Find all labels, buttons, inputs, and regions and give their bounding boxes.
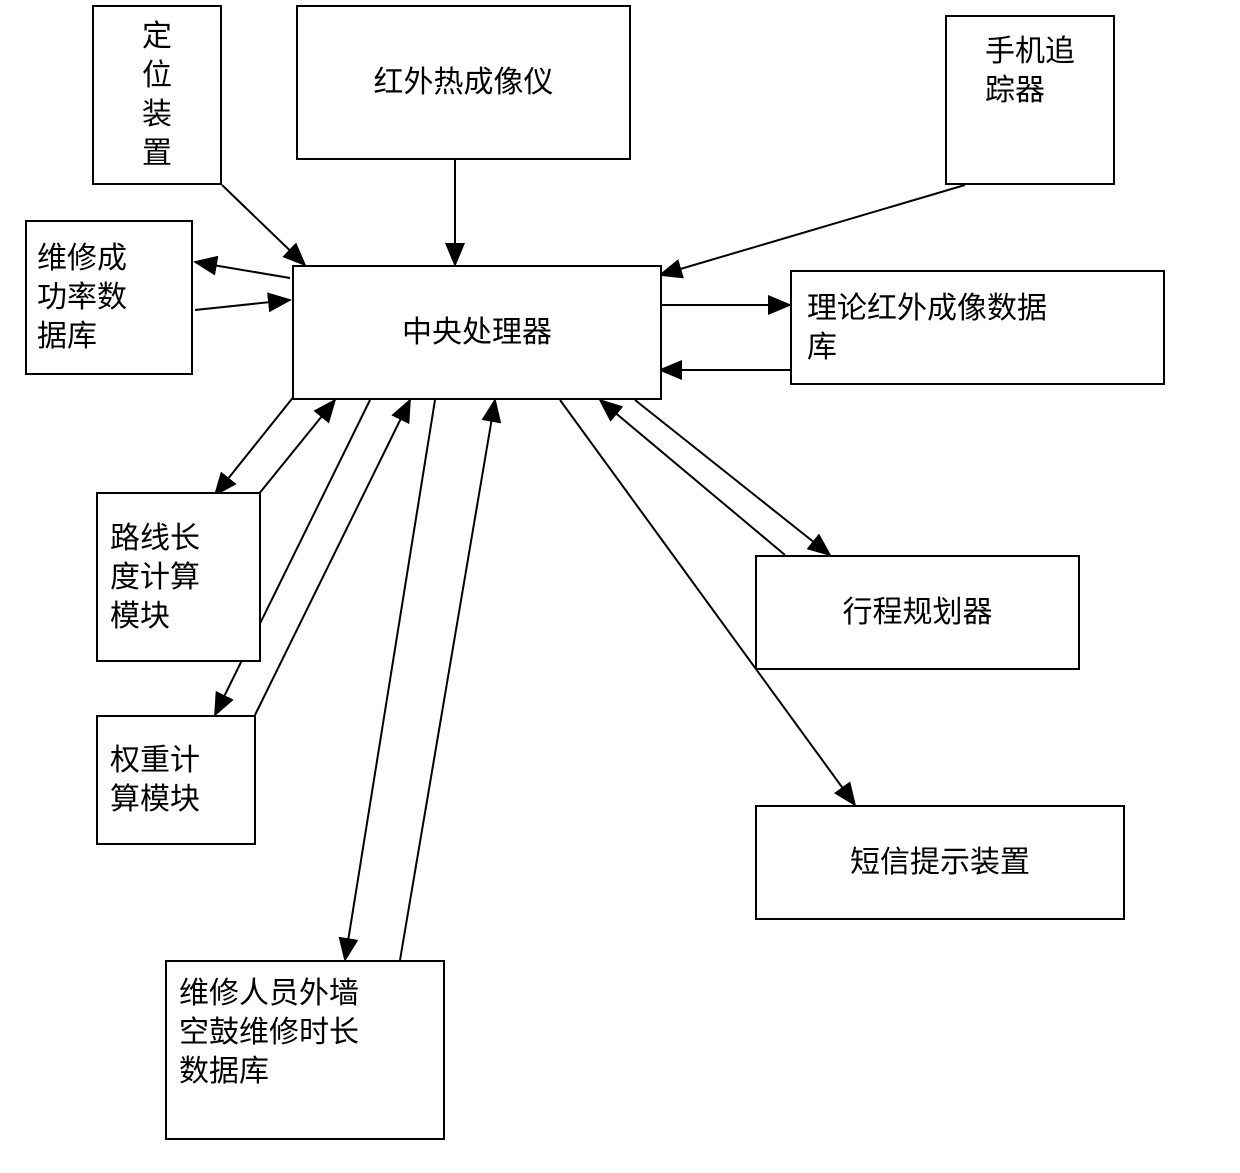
node-ir-camera: 红外热成像仪 (296, 5, 631, 160)
node-center: 中央处理器 (292, 265, 662, 400)
node-phone-tracker: 手机追 踪器 (945, 15, 1115, 185)
node-label: 短信提示装置 (850, 843, 1030, 882)
node-sms-device: 短信提示装置 (755, 805, 1125, 920)
node-label: 定 位 装 置 (142, 17, 172, 173)
node-weight-calc: 权重计 算模块 (96, 715, 256, 845)
node-repair-time-db: 维修人员外墙 空鼓维修时长 数据库 (165, 960, 445, 1140)
node-label: 路线长 度计算 模块 (110, 519, 200, 636)
node-repair-rate-db: 维修成 功率数 据库 (25, 220, 193, 375)
node-label: 中央处理器 (402, 313, 552, 352)
node-positioning: 定 位 装 置 (92, 5, 222, 185)
node-ir-data-db: 理论红外成像数据 库 (790, 270, 1165, 385)
node-label: 维修成 功率数 据库 (37, 239, 127, 356)
node-label: 红外热成像仪 (374, 63, 554, 102)
node-label: 理论红外成像数据 库 (807, 289, 1047, 367)
node-trip-planner: 行程规划器 (755, 555, 1080, 670)
node-label: 手机追 踪器 (985, 32, 1075, 110)
node-label: 行程规划器 (843, 593, 993, 632)
node-label: 维修人员外墙 空鼓维修时长 数据库 (179, 974, 359, 1091)
diagram-canvas: 中央处理器 定 位 装 置 红外热成像仪 手机追 踪器 维修成 功率数 据库 理… (0, 0, 1240, 1173)
node-route-calc: 路线长 度计算 模块 (96, 492, 261, 662)
node-label: 权重计 算模块 (110, 741, 200, 819)
